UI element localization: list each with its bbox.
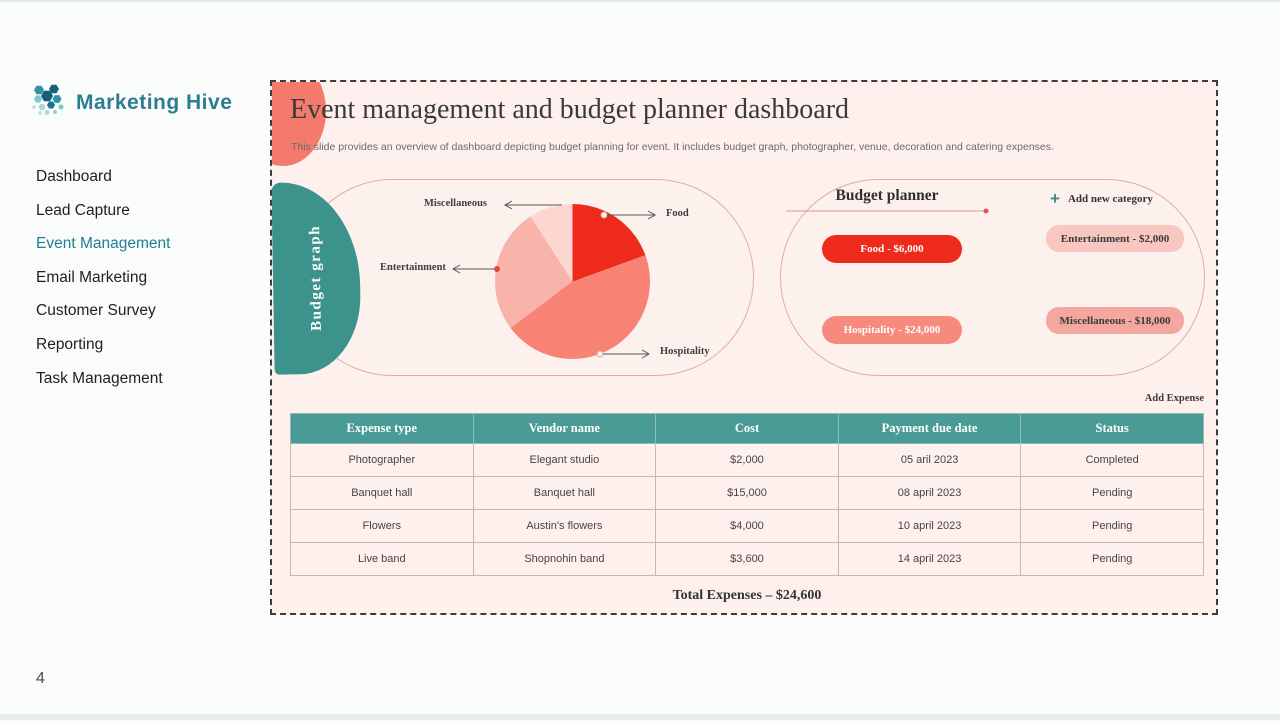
pie-label-hospitality: Hospitality xyxy=(660,346,710,357)
page-number: 4 xyxy=(36,670,45,687)
pill-food[interactable]: Food - $6,000 xyxy=(822,235,962,263)
table-header-row: Expense type Vendor name Cost Payment du… xyxy=(290,413,1204,444)
expenses-table: Expense type Vendor name Cost Payment du… xyxy=(290,413,1204,576)
total-expenses: Total Expenses – $24,600 xyxy=(672,588,822,603)
sidebar-item-reporting[interactable]: Reporting xyxy=(36,335,104,353)
hospitality-callout-arrow xyxy=(596,349,651,359)
sidebar-item-event-management[interactable]: Event Management xyxy=(36,235,171,253)
food-callout-arrow xyxy=(600,210,657,220)
table-row: Flowers Austin's flowers $4,000 10 april… xyxy=(290,509,1204,543)
add-new-category-label: Add new category xyxy=(1067,193,1153,205)
cell-vendor-name: Shopnohin band xyxy=(472,542,657,576)
plus-icon: + xyxy=(1050,189,1060,208)
cell-cost: $2,000 xyxy=(655,443,839,477)
col-cost: Cost xyxy=(655,413,839,444)
logo-text: Marketing Hive xyxy=(76,90,233,114)
slide-subtitle: This slide provides an overview of dashb… xyxy=(291,141,1054,153)
slide-title: Event management and budget planner dash… xyxy=(290,94,850,125)
pie-label-entertainment: Entertainment xyxy=(380,262,446,273)
cell-expense-type: Flowers xyxy=(290,509,474,543)
cell-status: Completed xyxy=(1020,443,1204,477)
budget-graph-tab-label: Budget graph xyxy=(307,224,325,332)
col-vendor-name: Vendor name xyxy=(472,413,657,444)
pill-hospitality[interactable]: Hospitality - $24,000 xyxy=(822,316,962,344)
cell-payment-due-date: 14 april 2023 xyxy=(837,542,1022,576)
cell-vendor-name: Banquet hall xyxy=(472,476,657,510)
slide-canvas[interactable]: Event management and budget planner dash… xyxy=(270,80,1218,615)
sidebar-item-dashboard[interactable]: Dashboard xyxy=(36,168,112,185)
cell-cost: $15,000 xyxy=(655,476,839,510)
sidebar-nav: Dashboard Lead Capture Event Management … xyxy=(36,160,170,395)
cell-payment-due-date: 10 april 2023 xyxy=(837,509,1022,543)
marketing-hive-logo-icon xyxy=(27,80,67,125)
sidebar-item-lead-capture[interactable]: Lead Capture xyxy=(36,201,130,219)
pill-miscellaneous[interactable]: Miscellaneous - $18,000 xyxy=(1046,307,1184,334)
sidebar-item-email-marketing[interactable]: Email Marketing xyxy=(36,268,148,286)
table-row: Photographer Elegant studio $2,000 05 ar… xyxy=(290,443,1204,477)
miscellaneous-callout-arrow xyxy=(503,200,562,210)
col-status: Status xyxy=(1020,413,1204,444)
table-row: Banquet hall Banquet hall $15,000 08 apr… xyxy=(290,476,1204,510)
pie-label-miscellaneous: Miscellaneous xyxy=(424,198,487,209)
cell-expense-type: Banquet hall xyxy=(290,476,474,510)
cell-status: Pending xyxy=(1020,476,1204,510)
entertainment-callout-arrow xyxy=(451,264,500,274)
logo[interactable]: Marketing Hive xyxy=(27,80,232,125)
sidebar: Marketing Hive Dashboard Lead Capture Ev… xyxy=(0,2,260,722)
budget-planner-underline-arrow xyxy=(786,208,989,214)
cell-payment-due-date: 05 aril 2023 xyxy=(837,443,1022,477)
col-expense-type: Expense type xyxy=(290,413,474,444)
cell-cost: $3,600 xyxy=(655,542,839,576)
cell-cost: $4,000 xyxy=(655,509,839,543)
cell-expense-type: Photographer xyxy=(290,443,474,477)
cell-status: Pending xyxy=(1020,509,1204,543)
sidebar-item-task-management[interactable]: Task Management xyxy=(36,369,163,387)
budget-pie-chart[interactable] xyxy=(495,204,650,359)
add-new-category-button[interactable]: + Add new category xyxy=(1050,189,1153,208)
table-row: Live band Shopnohin band $3,600 14 april… xyxy=(290,542,1204,576)
cell-payment-due-date: 08 april 2023 xyxy=(837,476,1022,510)
col-payment-due-date: Payment due date xyxy=(837,413,1022,444)
pie-label-food: Food xyxy=(666,208,689,219)
pill-entertainment[interactable]: Entertainment - $2,000 xyxy=(1046,225,1184,252)
add-expense-button[interactable]: Add Expense xyxy=(1144,393,1204,404)
cell-vendor-name: Austin's flowers xyxy=(472,509,657,543)
budget-planner-title: Budget planner xyxy=(835,187,939,204)
cell-status: Pending xyxy=(1020,542,1204,576)
cell-expense-type: Live band xyxy=(290,542,474,576)
cell-vendor-name: Elegant studio xyxy=(472,443,657,477)
sidebar-item-customer-survey[interactable]: Customer Survey xyxy=(36,302,156,320)
